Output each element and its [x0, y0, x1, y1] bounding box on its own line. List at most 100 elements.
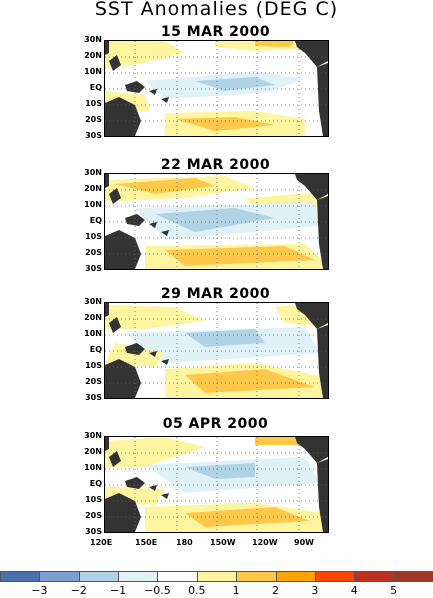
anomaly-region: [105, 437, 205, 467]
panel-date-3: 29 MAR 2000: [160, 286, 271, 302]
colorbar-swatch: [314, 571, 356, 582]
land-mass: [125, 214, 145, 226]
lat-label: 30N: [84, 35, 102, 44]
colorbar-label: 2: [272, 584, 280, 597]
colorbar-label: 3: [311, 584, 319, 597]
lat-label: 20N: [84, 51, 102, 60]
land-mass: [317, 196, 328, 269]
lat-label: 20S: [85, 511, 102, 520]
lat-label: EQ: [89, 479, 102, 488]
sst-field: [105, 303, 328, 398]
lat-label: 30S: [85, 131, 102, 140]
colorbar-swatch: [236, 571, 277, 582]
lat-label: 10S: [85, 232, 102, 241]
land-mass: [109, 188, 121, 204]
land-mass: [105, 437, 109, 451]
sst-field: [105, 41, 328, 136]
land-mass: [109, 55, 121, 71]
anomaly-region: [175, 117, 275, 131]
land-mass: [317, 325, 328, 398]
colorbar-label: −3: [31, 584, 48, 597]
colorbar-label: 4: [350, 584, 358, 597]
lat-label: 20S: [85, 115, 102, 124]
lon-label-150w: 150W: [210, 538, 236, 547]
anomaly-region: [115, 178, 215, 194]
anomaly-region: [185, 463, 255, 479]
land-mass: [295, 174, 328, 200]
lat-label: EQ: [89, 83, 102, 92]
land-mass: [105, 174, 109, 188]
land-mass: [109, 451, 121, 467]
land-mass: [105, 230, 141, 269]
colorbar-swatch: [275, 571, 316, 582]
lat-label: 30S: [85, 264, 102, 273]
land-mass: [105, 493, 141, 532]
land-mass: [161, 493, 169, 499]
colorbar-swatch: [354, 571, 395, 582]
land-mass: [109, 317, 121, 333]
lat-label: 30N: [84, 297, 102, 306]
colorbar-swatch: [196, 571, 238, 582]
sst-map-panel-3: [104, 302, 329, 399]
lat-label: 30N: [84, 168, 102, 177]
lat-label: EQ: [89, 216, 102, 225]
colorbar-swatch: [157, 571, 198, 582]
land-mass: [149, 351, 157, 357]
anomaly-region: [185, 507, 310, 527]
anomaly-region: [195, 77, 275, 91]
lat-label: 10N: [84, 463, 102, 472]
anomaly-region: [185, 329, 265, 347]
land-mass: [161, 230, 169, 236]
land-mass: [105, 97, 141, 136]
anomaly-region: [165, 246, 315, 266]
land-mass: [161, 359, 169, 365]
anomaly-region: [255, 41, 295, 47]
land-mass: [149, 485, 157, 491]
anomaly-region: [185, 369, 315, 393]
land-mass: [125, 81, 145, 93]
lat-label: 20S: [85, 248, 102, 257]
colorbar-label: 1: [232, 584, 240, 597]
colorbar-label: 0.5: [188, 584, 206, 597]
panel-date-4: 05 APR 2000: [162, 416, 269, 432]
lat-label: 20N: [84, 313, 102, 322]
panel-date-1: 15 MAR 2000: [160, 24, 271, 40]
land-mass: [125, 477, 145, 489]
colorbar-label: −0.5: [144, 584, 171, 597]
lat-label: 10N: [84, 200, 102, 209]
colorbar-swatch: [393, 571, 433, 582]
sst-field: [105, 437, 328, 532]
land-mass: [161, 97, 169, 103]
lat-label: 30S: [85, 393, 102, 402]
colorbar-label: −1: [109, 584, 127, 597]
lat-label: EQ: [89, 345, 102, 354]
lat-label: 10S: [85, 361, 102, 370]
anomaly-region: [155, 208, 275, 232]
sst-map-panel-1: [104, 40, 329, 137]
land-mass: [125, 343, 145, 355]
land-mass: [105, 41, 109, 55]
lat-label: 30S: [85, 527, 102, 536]
land-mass: [105, 303, 109, 317]
land-mass: [149, 222, 157, 228]
sst-map-panel-2: [104, 173, 329, 270]
land-mass: [105, 359, 141, 398]
land-mass: [295, 41, 328, 67]
lon-label-150e: 150E: [135, 538, 158, 547]
land-mass: [149, 89, 157, 95]
land-mass: [295, 437, 328, 463]
lat-label: 20N: [84, 447, 102, 456]
colorbar-label: −2: [70, 584, 87, 597]
lat-label: 10N: [84, 67, 102, 76]
colorbar-swatch: [78, 571, 120, 582]
colorbar-swatch: [39, 571, 80, 582]
land-mass: [317, 63, 328, 136]
lat-label: 10N: [84, 329, 102, 338]
lon-label-180: 180: [176, 538, 193, 547]
anomaly-region: [255, 437, 305, 445]
colorbar-swatch: [118, 571, 159, 582]
figure-title: SST Anomalies (DEG C): [94, 0, 339, 20]
lat-label: 30N: [84, 431, 102, 440]
colorbar-label: 5: [390, 584, 398, 597]
lon-label-120w: 120W: [252, 538, 278, 547]
